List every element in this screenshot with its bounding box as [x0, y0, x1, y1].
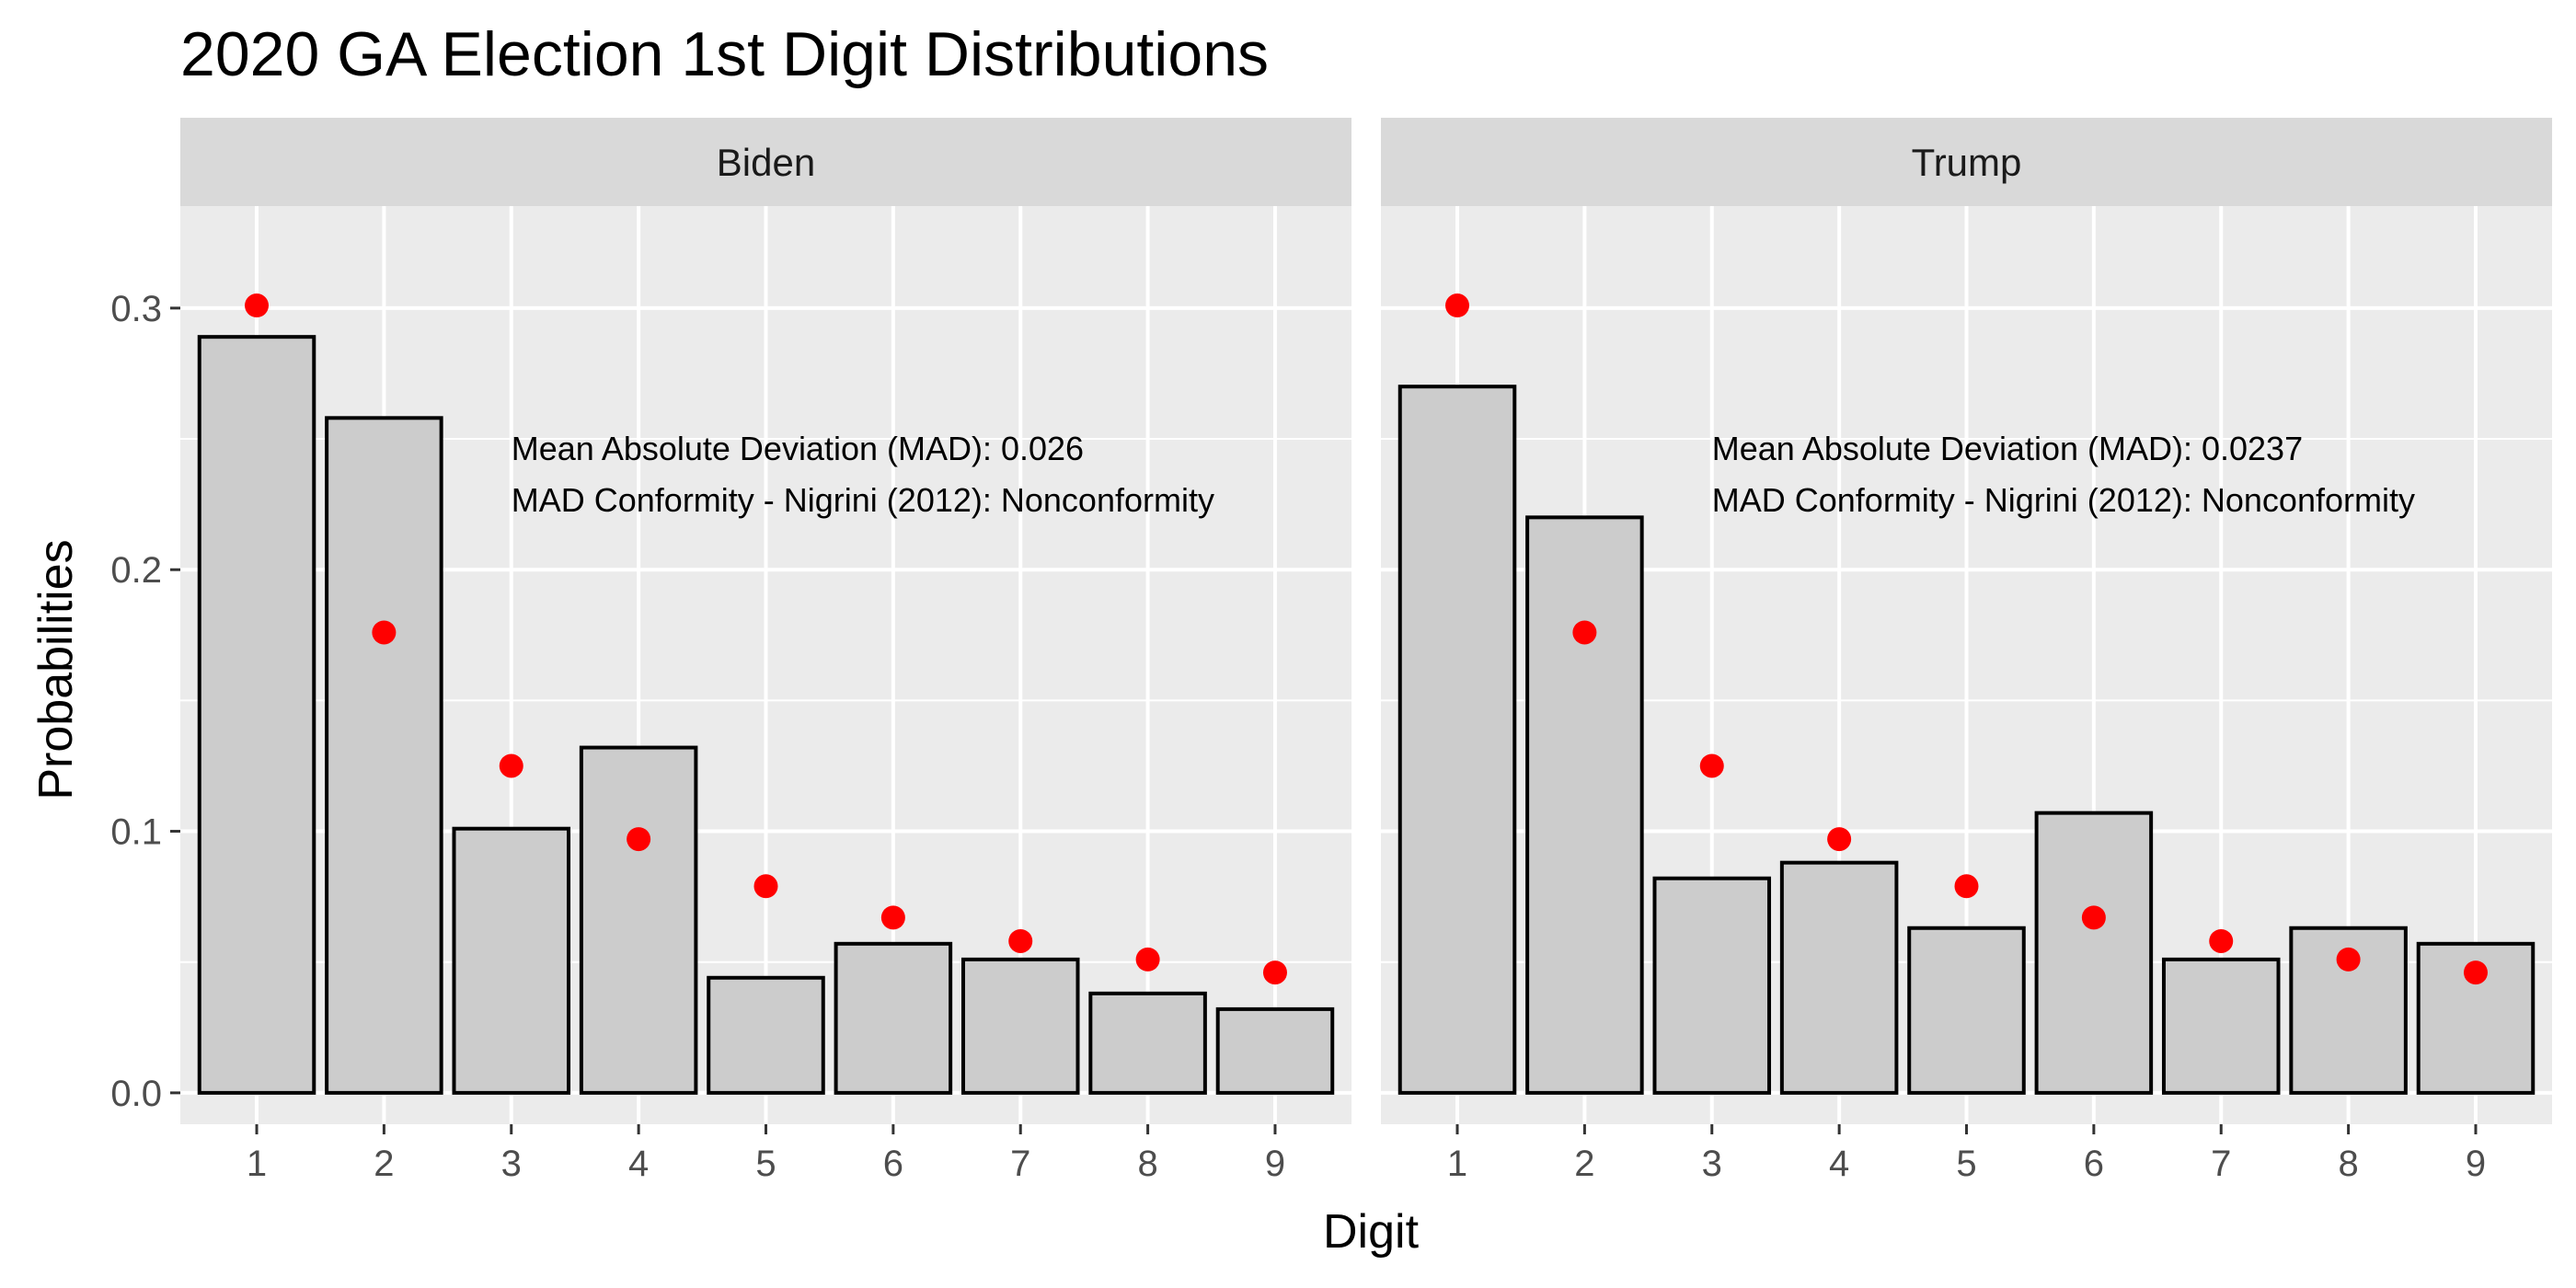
- annotation-conformity: MAD Conformity - Nigrini (2012): Nonconf…: [512, 481, 1214, 519]
- point-digit-2: [1572, 620, 1597, 645]
- bar-digit-1: [1397, 385, 1517, 1095]
- point-digit-1: [245, 293, 270, 318]
- x-tick-label: 2: [1574, 1144, 1594, 1184]
- x-tick-label: 3: [501, 1144, 522, 1184]
- x-tick-label: 7: [2211, 1144, 2231, 1184]
- bar-digit-7: [960, 957, 1080, 1095]
- bar-digit-1: [197, 335, 316, 1095]
- bar-digit-6: [834, 941, 953, 1095]
- bar-digit-2: [325, 416, 443, 1095]
- bar-digit-6: [2034, 811, 2154, 1095]
- bar-digit-4: [579, 745, 698, 1095]
- point-digit-1: [1445, 293, 1470, 318]
- point-digit-5: [1954, 874, 1979, 899]
- point-digit-3: [499, 753, 523, 778]
- point-digit-5: [753, 874, 778, 899]
- facet-strip: [180, 118, 1351, 206]
- bar-digit-9: [1215, 1006, 1335, 1095]
- x-tick-label: 3: [1702, 1144, 1722, 1184]
- x-tick-label: 9: [2466, 1144, 2486, 1184]
- point-digit-2: [372, 620, 397, 645]
- y-tick-label: 0.2: [110, 550, 162, 591]
- facet-trump: Trump Mean Absolute Deviation (MAD): 0.02…: [1381, 118, 2552, 1184]
- annotation-conformity: MAD Conformity - Nigrini (2012): Nonconf…: [1712, 481, 2415, 519]
- x-tick-label: 5: [755, 1144, 776, 1184]
- bar-digit-7: [2161, 957, 2281, 1095]
- facet-strip: [1381, 118, 2552, 206]
- annotation-mad: Mean Absolute Deviation (MAD): 0.0237: [1712, 430, 2303, 467]
- bar-digit-3: [452, 826, 571, 1095]
- point-digit-9: [2463, 960, 2488, 985]
- point-digit-6: [880, 905, 905, 930]
- chart-title: 2020 GA Election 1st Digit Distributions: [180, 19, 1269, 89]
- y-tick-label: 0.1: [110, 812, 162, 853]
- facets: Biden Mean Absolute Deviation (MAD): 0.02…: [110, 118, 2552, 1184]
- point-digit-6: [2081, 905, 2106, 930]
- point-digit-7: [2209, 928, 2234, 953]
- x-tick-label: 7: [1010, 1144, 1030, 1184]
- x-tick-label: 4: [628, 1144, 649, 1184]
- y-axis-title: Probabilities: [29, 539, 83, 799]
- y-tick-label: 0.3: [110, 289, 162, 329]
- x-tick-label: 5: [1956, 1144, 1976, 1184]
- x-tick-label: 1: [1447, 1144, 1467, 1184]
- bar-digit-5: [707, 975, 825, 1095]
- y-tick-label: 0.0: [110, 1074, 162, 1114]
- facet-strip-label: Trump: [1912, 141, 2022, 184]
- x-tick-label: 8: [1137, 1144, 1157, 1184]
- bar-digit-3: [1652, 876, 1772, 1095]
- x-tick-label: 6: [2084, 1144, 2104, 1184]
- point-digit-3: [1699, 753, 1724, 778]
- point-digit-9: [1262, 960, 1287, 985]
- x-tick-label: 8: [2338, 1144, 2358, 1184]
- bar-digit-2: [1525, 515, 1644, 1095]
- point-digit-4: [1827, 827, 1852, 852]
- bar-digit-5: [1907, 926, 2026, 1095]
- annotation-mad: Mean Absolute Deviation (MAD): 0.026: [512, 430, 1084, 467]
- bar-digit-8: [1088, 991, 1207, 1095]
- x-tick-label: 4: [1829, 1144, 1849, 1184]
- facet-strip-label: Biden: [717, 141, 815, 184]
- x-tick-label: 2: [374, 1144, 394, 1184]
- point-digit-8: [1135, 947, 1160, 972]
- facet-biden: Biden Mean Absolute Deviation (MAD): 0.02…: [110, 118, 1351, 1184]
- x-axis-title: Digit: [1323, 1205, 1420, 1259]
- point-digit-4: [627, 827, 651, 852]
- point-digit-7: [1008, 928, 1033, 953]
- x-tick-label: 9: [1265, 1144, 1285, 1184]
- x-tick-label: 6: [883, 1144, 903, 1184]
- bar-digit-4: [1779, 860, 1899, 1095]
- x-tick-label: 1: [247, 1144, 267, 1184]
- point-digit-8: [2336, 947, 2361, 972]
